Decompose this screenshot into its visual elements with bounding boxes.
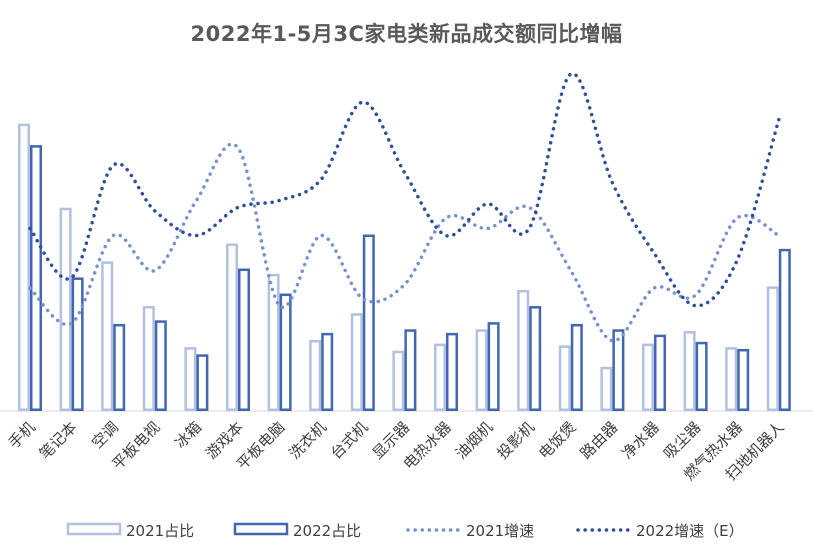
- category-label: 冰箱: [171, 418, 205, 452]
- bar-2022-12: [529, 306, 542, 412]
- bar-2022-18: [778, 248, 791, 411]
- bar-2022-15: [654, 334, 666, 411]
- bar-2021-9: [392, 350, 405, 411]
- bar-2021-15: [642, 343, 654, 411]
- bar-2022-11: [487, 322, 500, 412]
- category-label: 投影机: [493, 418, 538, 463]
- bar-2022-3: [154, 320, 167, 411]
- bar-2022-1: [71, 277, 84, 411]
- bar-2022-14: [612, 329, 625, 411]
- bar-2021-2: [101, 261, 114, 411]
- category-label: 洗衣机: [285, 418, 330, 463]
- bar-2022-8: [362, 234, 375, 411]
- line-2021-growth: [28, 142, 781, 343]
- bar-2021-11: [475, 329, 488, 411]
- bar-2021-0: [18, 123, 30, 411]
- lines-group: [28, 72, 781, 343]
- chart-title: 2022年1-5月3C家电类新品成交额同比增幅: [190, 22, 623, 46]
- category-label: 路由器: [577, 418, 622, 463]
- bars-group: [18, 123, 791, 412]
- bar-2022-7: [321, 332, 334, 411]
- bar-2022-17: [737, 348, 750, 412]
- bar-2022-16: [695, 341, 708, 411]
- category-label: 笔记本: [36, 418, 81, 463]
- bar-2021-10: [434, 343, 446, 411]
- bar-2022-0: [30, 145, 42, 411]
- bar-2021-16: [683, 331, 696, 412]
- category-label: 手机: [5, 418, 39, 452]
- bar-2022-9: [404, 329, 417, 411]
- bar-2022-6: [279, 293, 292, 411]
- bar-2021-1: [59, 207, 72, 411]
- line-2022-growth: [28, 72, 781, 308]
- bar-2022-10: [446, 332, 458, 411]
- bar-2022-4: [196, 354, 209, 411]
- bar-2021-7: [309, 340, 322, 412]
- legend: 2021占比 2022占比 2021增速 2022增速（E）: [66, 522, 744, 540]
- bar-2021-4: [184, 347, 197, 412]
- bar-2022-5: [238, 268, 250, 411]
- legend-label-2: 2022占比: [293, 522, 361, 540]
- legend-swatch-1: [66, 522, 122, 536]
- category-label: 电饭煲: [535, 418, 580, 463]
- category-label: 净水器: [618, 418, 663, 463]
- category-label: 空调: [88, 418, 122, 452]
- legend-label-1: 2021占比: [126, 522, 194, 540]
- legend-swatch-2: [233, 522, 289, 536]
- bar-2022-2: [113, 323, 126, 412]
- category-label: 油烟机: [452, 418, 497, 463]
- bar-2021-17: [725, 347, 738, 412]
- bar-2021-3: [142, 306, 155, 412]
- bar-2021-6: [267, 273, 280, 411]
- bar-2021-18: [766, 286, 779, 411]
- bar-2021-12: [517, 289, 530, 412]
- bar-2021-8: [350, 313, 363, 412]
- bar-2021-5: [226, 243, 238, 411]
- bar-2022-13: [570, 323, 583, 412]
- legend-label-4: 2022增速（E）: [636, 522, 744, 540]
- bar-2021-13: [558, 345, 571, 411]
- bar-2021-14: [600, 366, 613, 412]
- category-label: 台式机: [327, 418, 372, 463]
- legend-label-3: 2021增速: [466, 522, 534, 540]
